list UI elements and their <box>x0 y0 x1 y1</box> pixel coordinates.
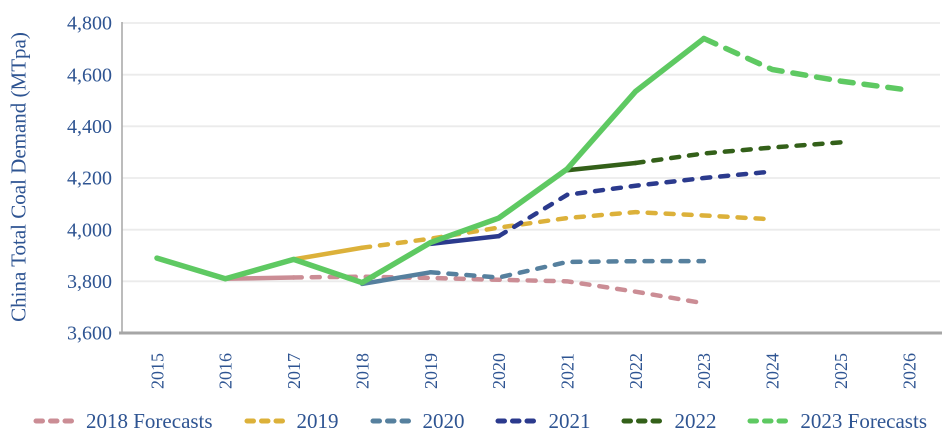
y-tick-label: 4,000 <box>67 219 112 241</box>
x-tick-label: 2016 <box>216 353 236 389</box>
series-2019-history-line <box>291 245 365 262</box>
legend-dash-icon <box>33 418 79 424</box>
y-tick-label: 4,400 <box>67 116 112 138</box>
x-tick-label: 2025 <box>831 353 851 389</box>
legend-label: 2019 <box>296 408 339 433</box>
chart-legend: 2018 Forecasts 2019 2020 2021 2022 2023 Forec… <box>0 403 945 439</box>
legend-label: 2023 Forecasts <box>800 408 927 433</box>
legend-dash-icon <box>747 418 793 424</box>
legend-item-2022: 2022 <box>620 409 716 434</box>
legend-label: 2022 <box>674 408 717 433</box>
legend-item-2021: 2021 <box>494 409 590 434</box>
y-tick-label: 3,600 <box>67 323 112 345</box>
y-tick-label: 4,800 <box>67 13 112 35</box>
legend-item-2020: 2020 <box>369 409 465 434</box>
legend-dash-icon <box>370 418 416 424</box>
series-2021-history-line <box>428 233 502 247</box>
x-tick-label: 2018 <box>352 353 372 389</box>
series-2019-forecast-line <box>359 209 775 250</box>
series-2022-forecast-line <box>633 140 843 166</box>
legend-label: 2021 <box>548 408 591 433</box>
y-tick-label: 4,200 <box>67 168 112 190</box>
line-chart-plot: 3,600 3,800 4,000 4,200 4,400 4,600 4,800 2015 2… <box>67 13 942 389</box>
x-tick-label: 2026 <box>899 353 919 389</box>
x-tick-label: 2023 <box>694 353 714 389</box>
x-tick-label: 2024 <box>763 353 783 389</box>
series-2018-forecasts-history-line <box>223 275 296 281</box>
series-2023-forecasts-history-line <box>154 35 707 286</box>
series-2018-forecasts-forecast-line <box>291 274 707 306</box>
legend-item-2019: 2019 <box>243 409 339 434</box>
legend-item-2018-forecasts: 2018 Forecasts <box>32 409 213 434</box>
series-2020-forecast-line <box>428 258 707 280</box>
x-tick-label: 2022 <box>626 353 646 389</box>
y-tick-label: 3,800 <box>67 271 112 293</box>
y-tick-label: 4,600 <box>67 64 112 86</box>
series-2021-forecast-line <box>496 169 775 239</box>
x-tick-label: 2020 <box>489 353 509 389</box>
legend-dash-icon <box>495 418 541 424</box>
legend-label: 2020 <box>422 408 465 433</box>
series-2020-history-line <box>359 270 433 287</box>
series-2023-forecasts-forecast-line <box>701 35 912 93</box>
legend-dash-icon <box>621 418 667 424</box>
x-tick-label: 2019 <box>421 353 441 389</box>
legend-dash-icon <box>244 418 290 424</box>
legend-item-2023-forecasts: 2023 Forecasts <box>746 409 927 434</box>
x-tick-label: 2017 <box>284 353 304 389</box>
x-tick-label: 2021 <box>557 353 577 389</box>
series-2022-history-line <box>564 160 638 173</box>
legend-label: 2018 Forecasts <box>86 408 213 433</box>
x-tick-label: 2015 <box>147 353 167 389</box>
